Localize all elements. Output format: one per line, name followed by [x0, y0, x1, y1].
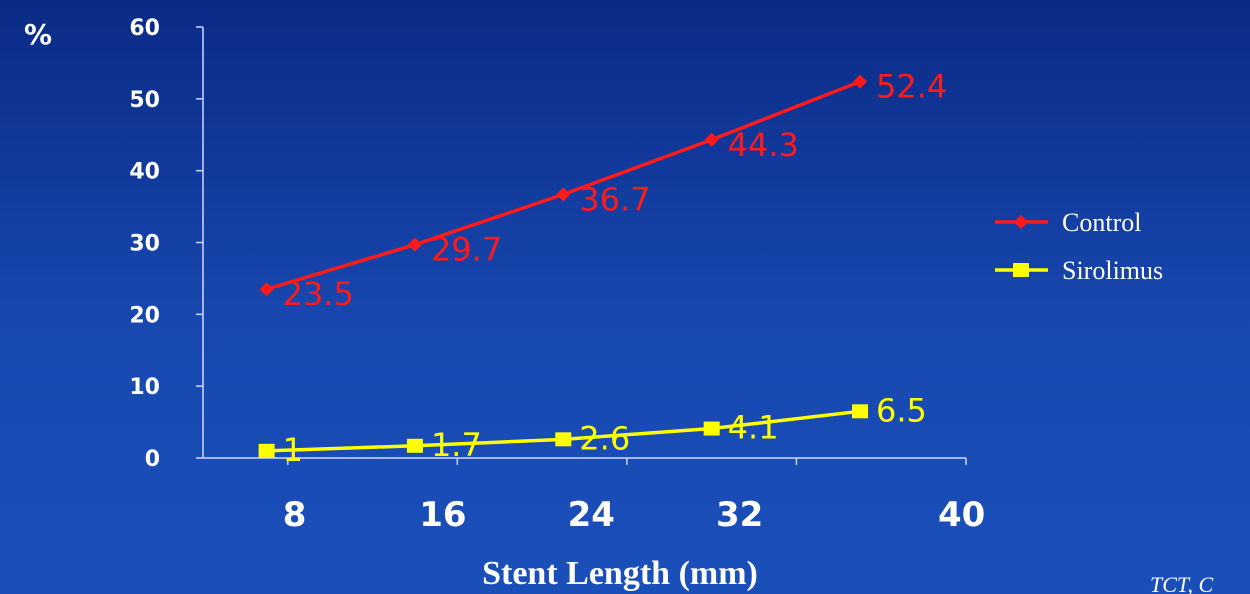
x-tick-label: 24 [568, 495, 615, 535]
y-tick-label: 50 [129, 88, 160, 113]
data-point [704, 132, 719, 147]
legend-marker [1014, 215, 1028, 229]
legend-label: Sirolimus [1062, 256, 1163, 285]
legend-item-sirolimus: Sirolimus [995, 256, 1163, 285]
data-point [259, 282, 274, 297]
series-control: 23.5 29.7 36.7 44.3 52.4 [259, 68, 947, 313]
data-point [407, 237, 422, 252]
data-label: 44.3 [728, 126, 799, 164]
data-label: 23.5 [283, 275, 354, 313]
data-label: 52.4 [876, 68, 947, 106]
credit-text: TCT, C [1150, 572, 1214, 594]
data-point [703, 421, 720, 436]
x-tick-label: 16 [419, 495, 466, 535]
x-axis-label: Stent Length (mm) [482, 555, 758, 592]
data-label: 4.1 [728, 409, 779, 447]
legend-marker [1013, 263, 1029, 277]
y-tick-label: 60 [129, 16, 160, 41]
y-tick-label: 30 [129, 232, 160, 257]
legend-item-control: Control [995, 208, 1141, 237]
series-line-control [266, 79, 861, 291]
y-tick-label: 0 [145, 447, 160, 472]
data-point [258, 443, 275, 458]
data-point [555, 432, 572, 447]
y-tick-label: 20 [129, 303, 160, 328]
data-label: 1 [283, 431, 303, 469]
y-tick-label: 40 [129, 160, 160, 185]
data-point [852, 404, 869, 419]
axes [202, 27, 966, 459]
data-label: 6.5 [876, 391, 927, 429]
x-tick-label: 32 [716, 495, 763, 535]
series-layer: 23.5 29.7 36.7 44.3 52.4 1 1.7 2.6 4.1 6.5 [258, 68, 947, 469]
data-label: 1.7 [431, 426, 482, 464]
y-axis-label: % [24, 18, 52, 51]
data-label: 36.7 [579, 180, 650, 218]
legend: Control Sirolimus [995, 208, 1163, 285]
data-point [406, 438, 423, 453]
y-axis-ticks: 0 10 20 30 40 50 60 [129, 16, 203, 472]
data-point [556, 187, 571, 202]
x-tick-label: 8 [283, 495, 307, 535]
data-label: 2.6 [579, 419, 630, 457]
x-axis-ticks: 8 16 24 32 40 [283, 458, 985, 535]
legend-label: Control [1062, 208, 1141, 237]
x-tick-label: 40 [938, 495, 985, 535]
y-tick-label: 10 [129, 375, 160, 400]
data-point [853, 74, 868, 89]
series-sirolimus: 1 1.7 2.6 4.1 6.5 [258, 391, 927, 469]
data-label: 29.7 [431, 231, 502, 269]
